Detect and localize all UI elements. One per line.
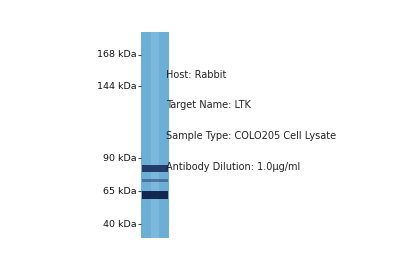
Text: Sample Type: COLO205 Cell Lysate: Sample Type: COLO205 Cell Lysate — [166, 131, 336, 141]
Bar — [142, 165, 168, 172]
Text: Target Name: LTK: Target Name: LTK — [166, 100, 251, 111]
Bar — [142, 32, 169, 238]
Bar — [152, 32, 159, 238]
Text: Host: Rabbit: Host: Rabbit — [166, 70, 226, 80]
Text: 90 kDa: 90 kDa — [102, 154, 136, 163]
Text: 65 kDa: 65 kDa — [102, 187, 136, 196]
Text: 168 kDa: 168 kDa — [96, 50, 136, 59]
Text: 144 kDa: 144 kDa — [96, 82, 136, 91]
Text: 40 kDa: 40 kDa — [102, 220, 136, 229]
Bar — [142, 191, 168, 199]
Text: Antibody Dilution: 1.0μg/ml: Antibody Dilution: 1.0μg/ml — [166, 162, 300, 172]
Bar — [142, 179, 168, 182]
